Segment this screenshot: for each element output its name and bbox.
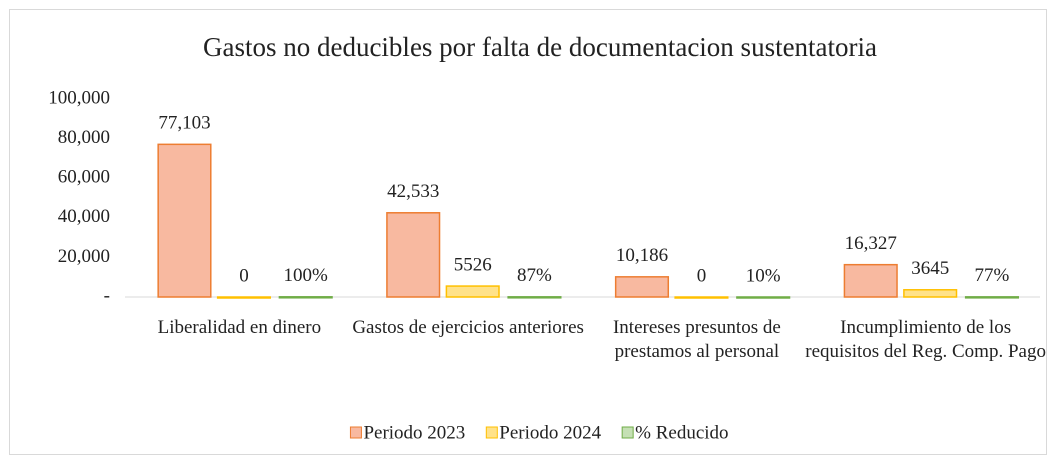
data-label: 10,186 (616, 245, 668, 266)
x-tick-label: Gastos de ejercicios anteriores (352, 317, 584, 338)
data-label: 16,327 (845, 233, 897, 254)
bar (614, 276, 670, 298)
bar (216, 296, 272, 299)
legend-label: Periodo 2023 (363, 422, 465, 443)
bar (964, 296, 1020, 299)
x-tick-label: Intereses presuntos de prestamos al pers… (612, 317, 781, 362)
bar (445, 285, 500, 298)
bar (903, 289, 958, 298)
legend-label: % Reducido (635, 422, 728, 443)
data-label: 77,103 (158, 113, 210, 134)
legend-swatch (621, 426, 634, 439)
bar (278, 296, 333, 299)
bar (736, 296, 791, 299)
chart-title: Gastos no deducibles por falta de docume… (203, 32, 877, 62)
data-label: 42,533 (387, 181, 439, 202)
legend-label: Periodo 2024 (499, 422, 601, 443)
bar (157, 143, 212, 298)
data-label: 77% (975, 265, 1010, 286)
x-tick-label: Incumplimiento de los requisitos del Reg… (805, 317, 1046, 362)
data-label: 100% (284, 265, 329, 286)
y-tick-label: - (104, 285, 110, 306)
y-tick-label: 100,000 (48, 87, 110, 108)
bar (843, 263, 898, 298)
y-tick-label: 20,000 (58, 246, 110, 267)
y-tick-label: 60,000 (58, 167, 110, 188)
legend-swatch (349, 426, 362, 439)
legend-swatch (485, 426, 498, 439)
data-label: 5526 (454, 254, 492, 275)
data-label: 87% (517, 265, 552, 286)
bar (386, 212, 441, 298)
y-tick-label: 80,000 (58, 127, 110, 148)
data-label: 3645 (911, 258, 949, 279)
data-label: 0 (239, 265, 249, 286)
data-label: 10% (746, 265, 781, 286)
y-tick-label: 40,000 (58, 206, 110, 227)
x-tick-label: Liberalidad en dinero (157, 317, 322, 338)
data-label: 0 (697, 265, 707, 286)
bar (507, 296, 562, 299)
bar (674, 296, 729, 299)
